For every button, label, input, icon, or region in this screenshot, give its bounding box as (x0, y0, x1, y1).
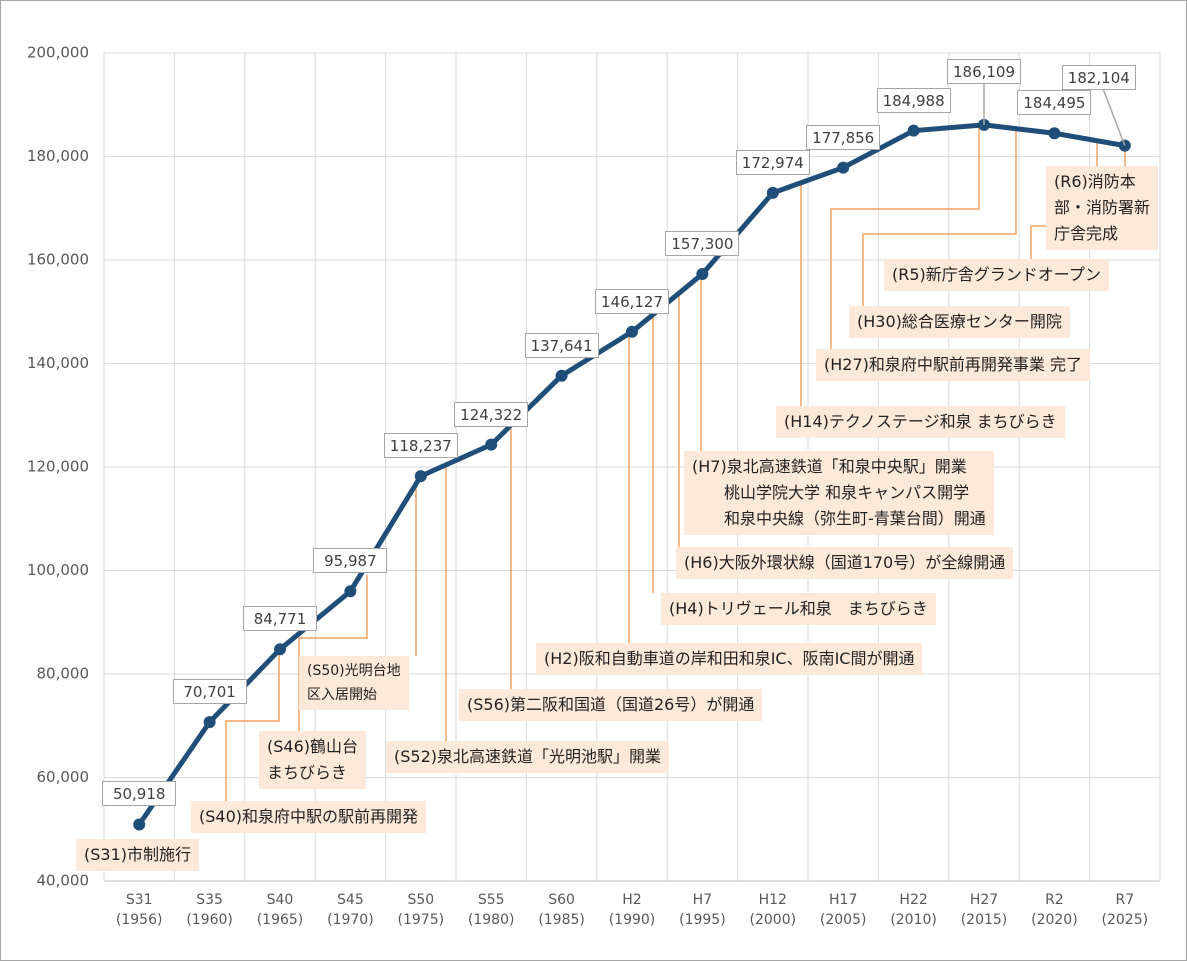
value-label: 177,856 (806, 124, 881, 150)
annotation: (R6)消防本 部・消防署新 庁舎完成 (1046, 166, 1159, 250)
value-label: 84,771 (243, 606, 317, 632)
y-tick-label: 80,000 (37, 665, 90, 683)
annotation: (R5)新庁舎グランドオープン (884, 259, 1109, 291)
annotation: (H27)和泉府中駅前再開発事業 完了 (816, 349, 1090, 381)
data-point (274, 643, 286, 656)
data-point (626, 325, 638, 338)
value-label: 95,987 (313, 548, 388, 574)
x-tick-label: H2 (1990) (608, 892, 656, 928)
data-point (907, 124, 920, 137)
y-tick-label: 200,000 (27, 44, 89, 62)
value-label: 146,127 (595, 288, 669, 314)
x-tick-label: S45 (1970) (327, 892, 374, 928)
y-tick-label: 40,000 (37, 872, 90, 890)
x-tick-label: S55 (1980) (467, 892, 515, 928)
x-tick-label: R7 (2025) (1101, 892, 1149, 928)
x-tick-label: S31 (1956) (115, 892, 163, 928)
annotation: (H14)テクノステージ和泉 まちびらき (776, 406, 1065, 438)
data-point (766, 186, 779, 199)
annotation: (H7)泉北高速鉄道「和泉中央駅」開業 桃山学院大学 和泉キャンパス開学 和泉中… (684, 451, 994, 535)
x-tick-label: H7 (1995) (679, 892, 726, 928)
data-point (555, 369, 568, 382)
annotation-leader (830, 126, 980, 349)
x-tick-label: R2 (2020) (1031, 892, 1078, 928)
x-tick-label: S50 (1975) (397, 892, 445, 928)
annotation-leader (225, 651, 280, 801)
x-tick-label: H12 (2000) (749, 892, 797, 928)
y-tick-label: 160,000 (27, 251, 89, 269)
data-point (414, 470, 427, 483)
value-label: 137,641 (524, 332, 599, 358)
value-label: 157,300 (665, 230, 740, 256)
x-tick-label: H27 (2015) (960, 892, 1008, 928)
annotation: (S40)和泉府中駅の駅前再開発 (191, 801, 427, 833)
value-label: 118,237 (383, 433, 458, 459)
value-label: 70,701 (172, 679, 247, 705)
value-label: 186,109 (947, 58, 1021, 84)
y-tick-label: 140,000 (27, 354, 89, 372)
annotation: (H6)大阪外環状線（国道170号）が全線開通 (676, 547, 1014, 579)
data-point (837, 161, 850, 174)
annotation-leader (862, 129, 1017, 306)
x-tick-label: S40 (1965) (256, 892, 304, 928)
y-tick-label: 100,000 (27, 561, 89, 579)
data-point (133, 818, 146, 831)
x-tick-label: H22 (2010) (890, 892, 937, 928)
annotation: (H4)トリヴェール和泉 まちびらき (661, 593, 936, 625)
value-label: 182,104 (1061, 64, 1136, 90)
annotation: (S46)鶴山台 まちびらき (259, 731, 367, 789)
data-point (485, 438, 498, 451)
annotation: (S31)市制施行 (76, 839, 200, 871)
data-point (344, 585, 357, 598)
annotation: (H2)阪和自動車道の岸和田和泉IC、阪南IC間が開通 (536, 643, 923, 675)
y-tick-label: 60,000 (37, 768, 90, 786)
value-label: 50,918 (102, 781, 177, 807)
value-label: 184,988 (876, 87, 951, 113)
annotation: (S56)第二阪和国道（国道26号）が開通 (459, 689, 763, 721)
x-tick-label: S35 (1960) (186, 892, 233, 928)
y-tick-label: 120,000 (27, 458, 89, 476)
x-tick-label: H17 (2005) (819, 892, 867, 928)
y-tick-label: 180,000 (27, 147, 89, 165)
annotation: (S50)光明台地 区入居開始 (299, 656, 409, 710)
value-label: 124,322 (454, 401, 529, 427)
value-label: 184,495 (1017, 90, 1092, 116)
annotation: (S52)泉北高速鉄道「光明池駅」開業 (386, 741, 670, 773)
data-point (203, 716, 216, 729)
value-label: 172,974 (735, 149, 810, 175)
data-point (696, 267, 709, 280)
annotation: (H30)総合医療センター開院 (849, 306, 1070, 338)
data-point (1048, 127, 1061, 140)
x-tick-label: S60 (1985) (538, 892, 585, 928)
